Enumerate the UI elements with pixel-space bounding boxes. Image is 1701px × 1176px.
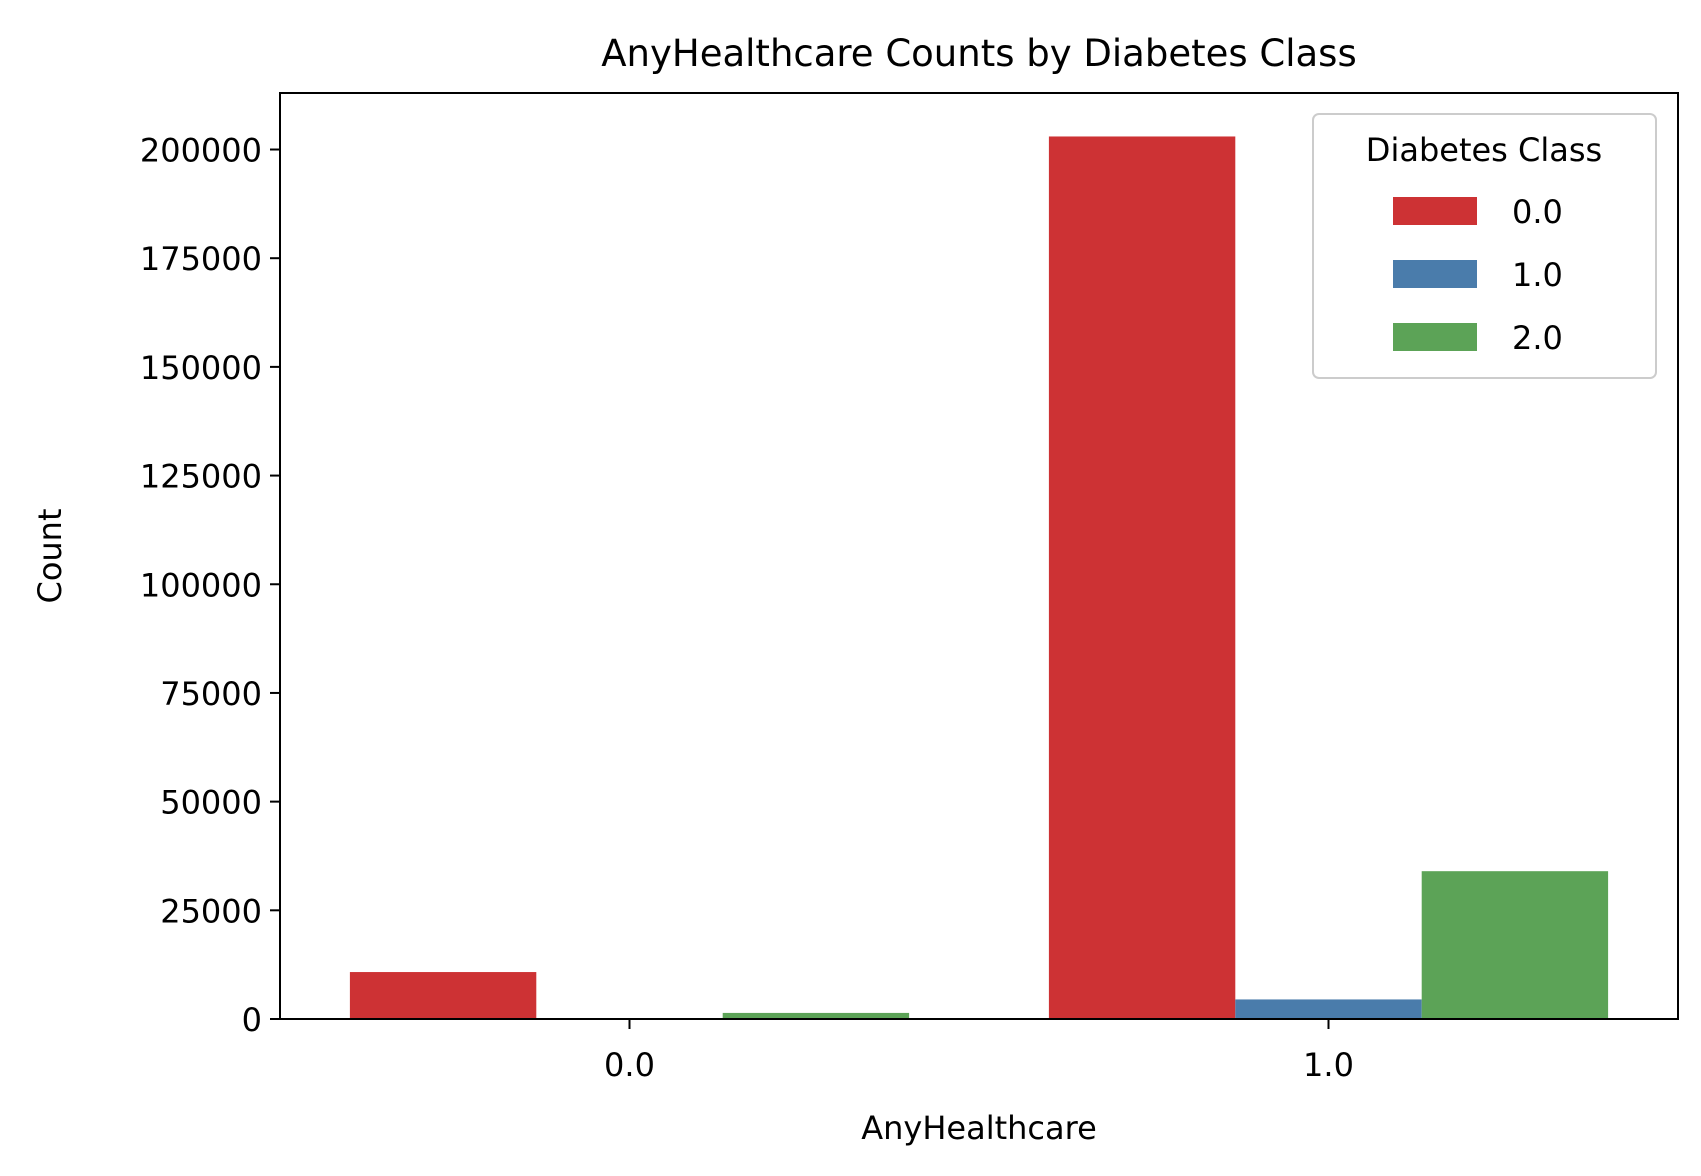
chart-title: AnyHealthcare Counts by Diabetes Class [601, 32, 1357, 75]
legend-label: 2.0 [1512, 319, 1563, 357]
bar-2.0-at-1.0 [1421, 871, 1609, 1019]
y-axis-label: Count [31, 508, 69, 603]
legend: Diabetes Class 0.0 1.0 2.0 [1312, 113, 1657, 379]
legend-entries: 0.0 1.0 2.0 [1393, 193, 1563, 357]
bar-2.0-at-0.0 [722, 1012, 910, 1019]
legend-swatch [1393, 260, 1477, 288]
bar-0.0-at-1.0 [1048, 136, 1236, 1019]
x-tick-label: 0.0 [604, 1046, 655, 1084]
y-tick-label: 75000 [160, 675, 262, 713]
bar-1.0-at-1.0 [1235, 999, 1422, 1019]
y-tick-label: 100000 [140, 566, 262, 604]
legend-title: Diabetes Class [1366, 131, 1602, 169]
legend-label: 1.0 [1512, 256, 1563, 294]
y-tick-label: 200000 [140, 132, 262, 170]
x-axis: 0.0 1.0 [604, 1019, 1354, 1084]
y-axis: 0 25000 50000 75000 100000 125000 150000 175000… [140, 132, 280, 1039]
y-tick-label: 175000 [140, 240, 262, 278]
legend-box [1312, 113, 1657, 379]
y-tick-label: 25000 [160, 892, 262, 930]
bars-layer [349, 136, 1609, 1019]
legend-swatch [1393, 323, 1477, 351]
y-tick-label: 150000 [140, 349, 262, 387]
plot-frame [279, 92, 1679, 1020]
legend-swatch [1393, 197, 1477, 225]
y-tick-label: 50000 [160, 784, 262, 822]
bar-0.0-at-0.0 [349, 972, 537, 1019]
x-tick-label: 1.0 [1303, 1046, 1354, 1084]
y-tick-label: 0 [242, 1001, 262, 1039]
y-tick-label: 125000 [140, 458, 262, 496]
legend-label: 0.0 [1512, 193, 1563, 231]
x-axis-label: AnyHealthcare [861, 1109, 1097, 1147]
